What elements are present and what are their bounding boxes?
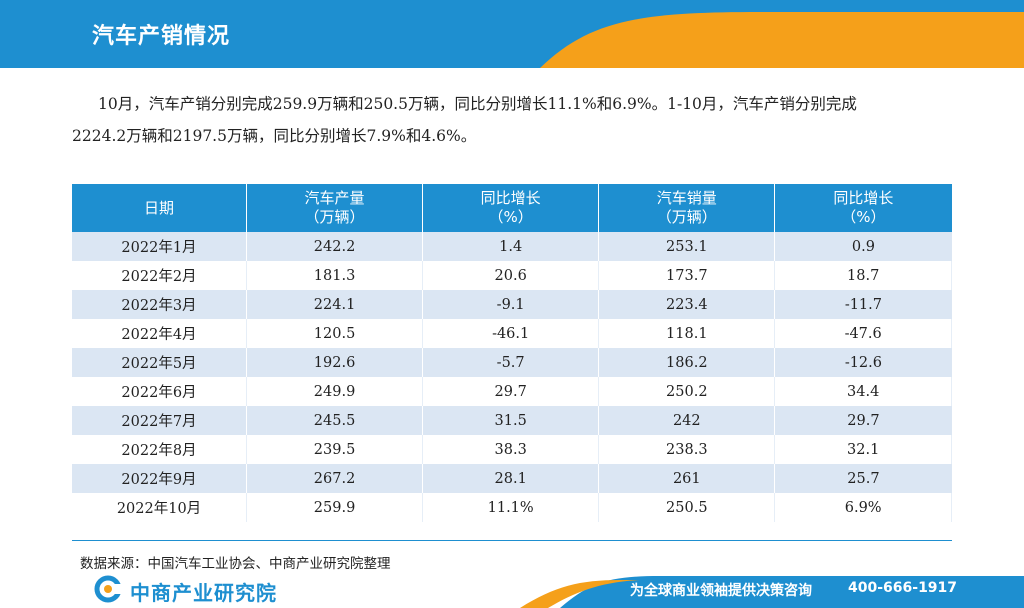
table-cell: -46.1 xyxy=(422,319,600,348)
table-cell: 2022年2月 xyxy=(72,261,247,290)
table-cell: 253.1 xyxy=(598,232,776,261)
header-banner: 汽车产销情况 xyxy=(0,0,1024,68)
table-cell: 38.3 xyxy=(422,435,600,464)
table-cell: 242 xyxy=(598,406,776,435)
table-cell: 249.9 xyxy=(246,377,424,406)
table-cell: 34.4 xyxy=(774,377,952,406)
table-cell: 173.7 xyxy=(598,261,776,290)
table-cell: 181.3 xyxy=(246,261,424,290)
table-cell: 242.2 xyxy=(246,232,424,261)
table-cell: 2022年8月 xyxy=(72,435,247,464)
header-production-yoy: 同比增长 （%） xyxy=(422,184,600,232)
footer-phone: 400-666-1917 xyxy=(848,580,958,596)
table-cell: 11.1% xyxy=(422,493,600,522)
table-cell: 192.6 xyxy=(246,348,424,377)
table-row: 2022年10月 259.9 11.1% 250.5 6.9% xyxy=(72,493,952,522)
footer-bar xyxy=(0,572,1024,608)
table-row: 2022年8月 239.5 38.3 238.3 32.1 xyxy=(72,435,952,464)
header-sales: 汽车销量 （万辆） xyxy=(598,184,776,232)
intro-line-2: 2224.2万辆和2197.5万辆，同比分别增长7.9%和4.6%。 xyxy=(72,127,477,145)
header-date: 日期 xyxy=(72,184,247,232)
table-cell: 2022年10月 xyxy=(72,493,247,522)
table-cell: 2022年7月 xyxy=(72,406,247,435)
table-cell: 261 xyxy=(598,464,776,493)
table-cell: 2022年9月 xyxy=(72,464,247,493)
table-cell: -9.1 xyxy=(422,290,600,319)
table-cell: 1.4 xyxy=(422,232,600,261)
table-header-row: 日期 汽车产量 （万辆） 同比增长 （%） 汽车销量 （万辆） 同比增长 （%） xyxy=(72,184,952,232)
header-background xyxy=(0,0,1024,68)
table-cell: 0.9 xyxy=(851,238,875,255)
table-cell: 267.2 xyxy=(246,464,424,493)
data-source: 数据来源：中国汽车工业协会、中商产业研究院整理 xyxy=(80,556,391,572)
page-title: 汽车产销情况 xyxy=(92,24,231,49)
production-sales-table: 日期 汽车产量 （万辆） 同比增长 （%） 汽车销量 （万辆） 同比增长 （%） 202… xyxy=(72,184,952,522)
table-cell: 118.1 xyxy=(598,319,776,348)
table-row: 2022年2月 181.3 20.6 173.7 18.7 xyxy=(72,261,952,290)
table-cell: 20.6 xyxy=(422,261,600,290)
table-cell: 29.7 xyxy=(422,377,600,406)
table-cell: 120.5 xyxy=(246,319,424,348)
table-cell: 2022年5月 xyxy=(72,348,247,377)
header-production: 汽车产量 （万辆） xyxy=(246,184,424,232)
header-sales-yoy: 同比增长 （%） xyxy=(833,189,894,226)
table-cell: 250.2 xyxy=(598,377,776,406)
logo-text: 中商产业研究院 xyxy=(130,581,277,605)
table-cell: 29.7 xyxy=(847,412,880,429)
table-row: 2022年1月 242.2 1.4 253.1 0.9 xyxy=(72,232,952,261)
table-row: 2022年3月 224.1 -9.1 223.4 -11.7 xyxy=(72,290,952,319)
table-row: 2022年6月 249.9 29.7 250.2 34.4 xyxy=(72,377,952,406)
table-cell: 250.5 xyxy=(598,493,776,522)
footer-slogan: 为全球商业领袖提供决策咨询 xyxy=(630,583,812,599)
table-cell: -47.6 xyxy=(774,319,952,348)
table-cell: 2022年4月 xyxy=(72,319,247,348)
table-cell: 238.3 xyxy=(598,435,776,464)
table-row: 2022年4月 120.5 -46.1 118.1 -47.6 xyxy=(72,319,952,348)
table-cell: -5.7 xyxy=(422,348,600,377)
table-cell: 32.1 xyxy=(774,435,952,464)
table-cell: 2022年6月 xyxy=(72,377,247,406)
footer-divider xyxy=(72,540,952,541)
table-row: 2022年9月 267.2 28.1 261 25.7 xyxy=(72,464,952,493)
table-cell: 224.1 xyxy=(246,290,424,319)
table-cell: 245.5 xyxy=(246,406,424,435)
intro-paragraph: 10月，汽车产销分别完成259.9万辆和250.5万辆，同比分别增长11.1%和… xyxy=(72,88,968,152)
table-cell: -11.7 xyxy=(844,296,882,313)
intro-line-1: 10月，汽车产销分别完成259.9万辆和250.5万辆，同比分别增长11.1%和… xyxy=(98,95,857,113)
table-cell: 223.4 xyxy=(598,290,776,319)
table-cell: 239.5 xyxy=(246,435,424,464)
table-row: 2022年5月 192.6 -5.7 186.2 -12.6 xyxy=(72,348,952,377)
table-cell: -12.6 xyxy=(844,354,882,371)
table-cell: 186.2 xyxy=(598,348,776,377)
table-cell: 2022年3月 xyxy=(72,290,247,319)
logo-icon xyxy=(94,575,123,603)
table-cell: 2022年1月 xyxy=(72,232,247,261)
table-cell: 25.7 xyxy=(847,470,880,487)
table-cell: 18.7 xyxy=(774,261,952,290)
table-cell: 31.5 xyxy=(422,406,600,435)
table-row: 2022年7月 245.5 31.5 242 29.7 xyxy=(72,406,952,435)
table-cell: 259.9 xyxy=(246,493,424,522)
table-cell: 28.1 xyxy=(422,464,600,493)
table-cell: 6.9% xyxy=(774,493,952,522)
